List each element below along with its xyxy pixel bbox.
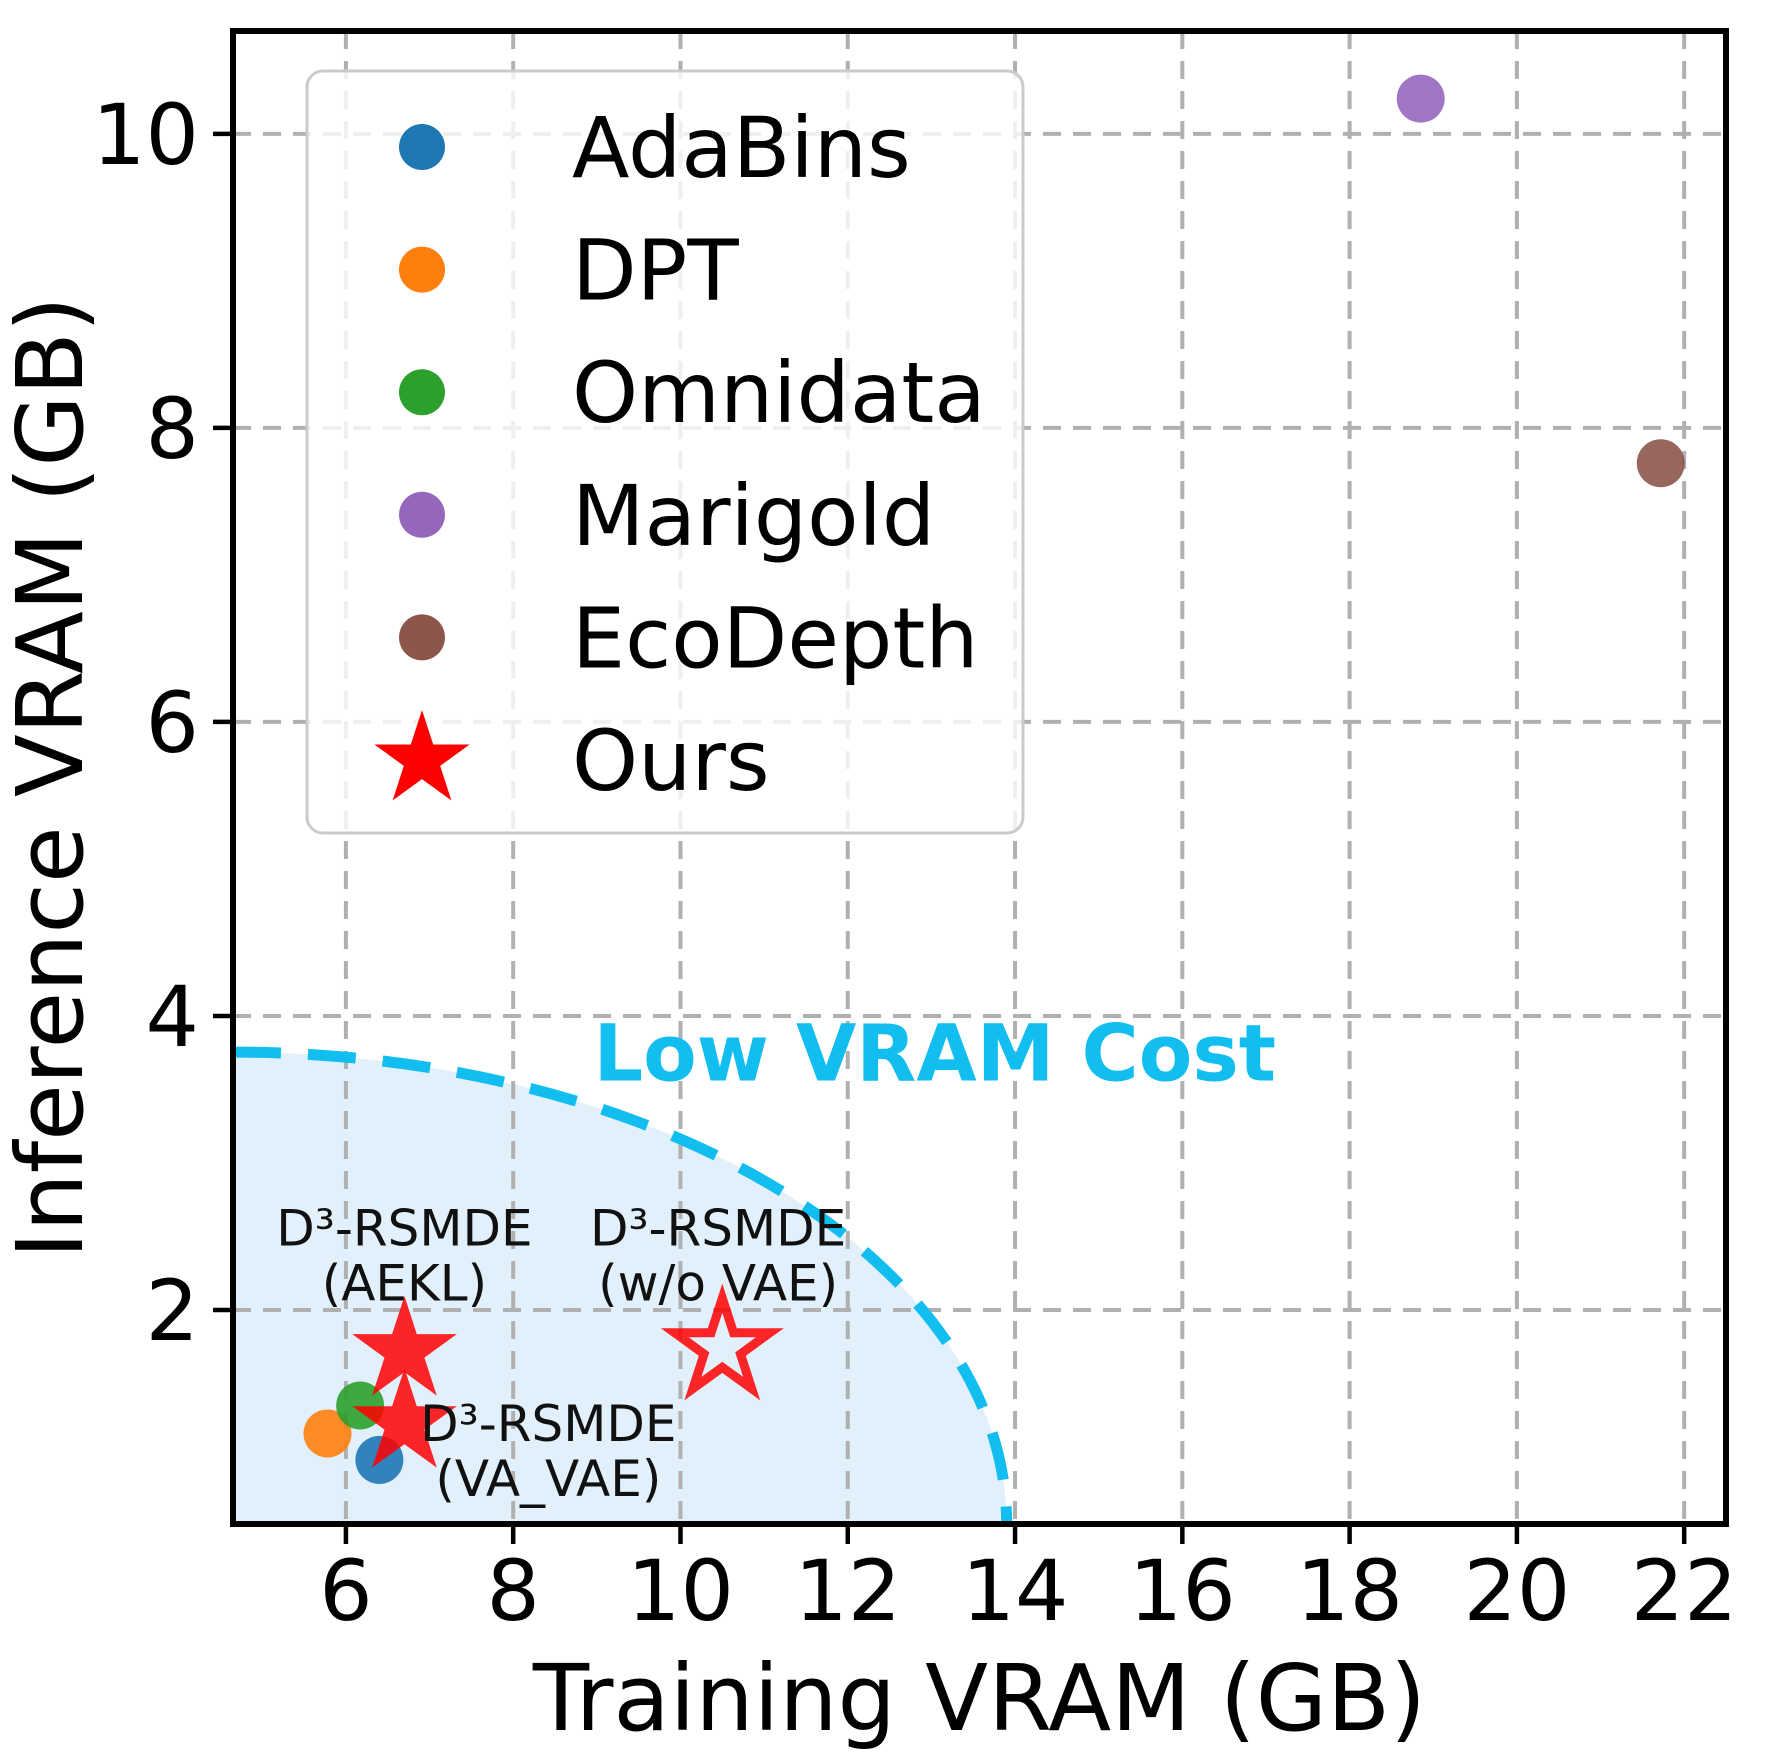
tick-label-y-6: 6 <box>146 674 199 772</box>
low-vram-boundary <box>232 1046 1013 1525</box>
legend-label-ecodepth: EcoDepth <box>572 589 979 687</box>
legend-box <box>305 69 1025 835</box>
tick-label-y-4: 4 <box>146 968 199 1066</box>
legend-marker-marigold <box>399 491 445 538</box>
annotations: D³-RSMDE (AEKL) D³-RSMDE (w/o VAE) D³-RSMDE(… <box>276 1199 846 1508</box>
annotation-aekl: D³-RSMDE (AEKL) <box>276 1199 532 1312</box>
tick-label-y-2: 2 <box>146 1262 199 1360</box>
point-ours <box>352 1368 457 1468</box>
legend-marker-ecodepth <box>399 614 445 661</box>
tick-label-x-8: 8 <box>486 1542 539 1640</box>
legend-item-omnidata: Omnidata <box>399 344 986 442</box>
tick-label-x-14: 14 <box>962 1542 1069 1640</box>
data-points <box>303 74 1685 1484</box>
tick-label-x-22: 22 <box>1631 1542 1738 1640</box>
y-axis-label: Inference VRAM (GB) <box>0 296 104 1258</box>
low-vram-label: Low VRAM Cost <box>593 1010 1276 1100</box>
legend-label-dpt: DPT <box>572 222 739 320</box>
legend-marker-omnidata <box>399 369 445 416</box>
tick-label-y-8: 8 <box>146 380 199 478</box>
tick-label-x-10: 10 <box>627 1542 734 1640</box>
legend-label-adabins: AdaBins <box>572 99 911 197</box>
tick-label-x-12: 12 <box>794 1542 901 1640</box>
tick-label-x-18: 18 <box>1296 1542 1403 1640</box>
annotation-wo-vae: D³-RSMDE (w/o VAE) <box>590 1199 846 1312</box>
tick-label-x-6: 6 <box>319 1542 372 1640</box>
legend-marker-ours <box>374 710 470 801</box>
point-ecodepth <box>1636 439 1685 488</box>
legend-label-marigold: Marigold <box>572 467 935 565</box>
legend-marker-adabins <box>399 124 445 170</box>
legend-item-ecodepth: EcoDepth <box>399 589 979 687</box>
legend-item-marigold: Marigold <box>399 467 935 565</box>
legend-marker-dpt <box>399 246 445 293</box>
annotation-va-vae: D³-RSMDE (VA_VAE) <box>420 1395 676 1508</box>
plot-border <box>230 28 1729 1527</box>
point-ours <box>352 1296 457 1396</box>
point-marigold <box>1396 74 1445 123</box>
legend-label-ours: Ours <box>572 712 770 810</box>
legend-label-omnidata: Omnidata <box>572 344 986 442</box>
point-ours-w-o-vae <box>660 1283 784 1401</box>
x-axis-label: Training VRAM (GB) <box>532 1645 1426 1752</box>
point-dpt <box>303 1409 352 1458</box>
tick-label-y-10: 10 <box>92 86 199 184</box>
low-vram-region <box>233 1052 1007 1524</box>
legend-item-adabins: AdaBins <box>399 99 911 197</box>
legend: AdaBins DPT Omnidata Marigold EcoDepth Ours <box>305 69 1025 835</box>
tick-label-x-16: 16 <box>1129 1542 1236 1640</box>
legend-item-dpt: DPT <box>399 222 739 320</box>
tick-label-x-20: 20 <box>1463 1542 1570 1640</box>
legend-item-ours: Ours <box>374 710 770 810</box>
